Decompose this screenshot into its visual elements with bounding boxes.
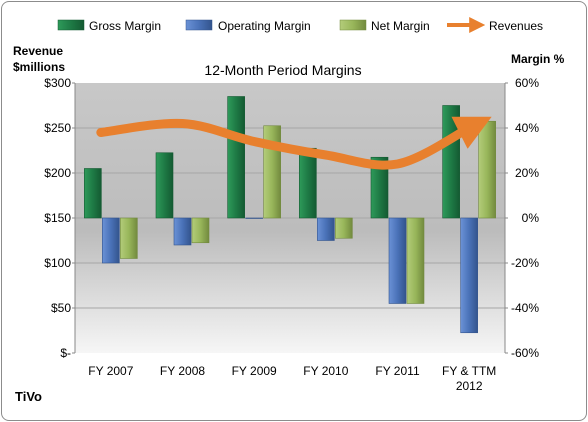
right-tick-label: 20% xyxy=(515,166,539,180)
category-label: FY 2010 xyxy=(303,364,348,378)
bar-operating xyxy=(245,217,263,219)
bar-operating xyxy=(317,217,335,241)
legend-label-gross: Gross Margin xyxy=(89,19,161,33)
right-tick-label: -60% xyxy=(511,346,539,360)
right-tick-label: 40% xyxy=(515,121,539,135)
bar-gross xyxy=(155,152,174,219)
legend: Gross Margin Operating Margin Net Margin… xyxy=(57,17,543,33)
left-tick-label: $200 xyxy=(44,166,71,180)
category-label-line2: 2012 xyxy=(456,379,483,393)
left-axis-title-line1: Revenue xyxy=(13,44,63,58)
right-axis-title: Margin % xyxy=(511,52,565,66)
bar-net xyxy=(191,217,210,244)
left-tick-label: $150 xyxy=(44,211,71,225)
legend-swatch-operating xyxy=(185,19,213,31)
legend-label-net: Net Margin xyxy=(371,19,430,33)
right-tick-label: 60% xyxy=(515,76,539,90)
bar-operating xyxy=(388,217,407,304)
bar-net xyxy=(335,217,353,239)
bar-operating xyxy=(460,217,478,334)
right-tick-label: 0% xyxy=(522,211,540,225)
bar-gross xyxy=(442,105,460,219)
category-label: FY 2008 xyxy=(160,364,205,378)
right-axis: -60% -40% -20% 0% 20% 40% 60% xyxy=(504,76,540,360)
revenue-line xyxy=(96,116,492,170)
legend-label-operating: Operating Margin xyxy=(218,19,311,33)
bar-gross xyxy=(227,96,245,219)
category-label: FY & TTM xyxy=(442,364,496,378)
gridlines xyxy=(75,127,505,309)
bar-net xyxy=(120,217,138,259)
bar-operating xyxy=(102,217,120,264)
left-axis: $- $50 $100 $150 $200 $250 $300 xyxy=(44,76,76,360)
chart-title: 12-Month Period Margins xyxy=(204,62,361,78)
bar-gross xyxy=(84,168,102,219)
category-label: FY 2007 xyxy=(88,364,133,378)
legend-item-operating: Operating Margin xyxy=(185,19,311,33)
left-tick-label: $50 xyxy=(51,301,71,315)
bar-net xyxy=(478,120,496,219)
bar-gross xyxy=(370,156,389,219)
legend-swatch-gross xyxy=(57,19,85,31)
bar-operating xyxy=(173,217,192,246)
legend-label-revenues: Revenues xyxy=(489,19,543,33)
revenue-series xyxy=(96,116,492,170)
right-tick-label: -40% xyxy=(511,301,539,315)
legend-swatch-net xyxy=(339,19,367,31)
left-axis-title-line2: $millions xyxy=(13,60,65,74)
company-label: TiVo xyxy=(15,389,42,404)
legend-item-revenues: Revenues xyxy=(447,17,543,33)
left-tick-label: $300 xyxy=(44,76,71,90)
right-tick-label: -20% xyxy=(511,256,539,270)
legend-item-gross: Gross Margin xyxy=(57,19,161,33)
left-tick-label: $250 xyxy=(44,121,71,135)
bar-gross xyxy=(299,147,317,219)
bar-net xyxy=(406,217,425,304)
category-label: FY 2009 xyxy=(232,364,277,378)
category-labels: FY 2007 FY 2008 FY 2009 FY 2010 FY 2011 FY & … xyxy=(88,364,496,393)
left-tick-label: $100 xyxy=(44,256,71,270)
legend-item-net: Net Margin xyxy=(339,19,430,33)
left-tick-label: $- xyxy=(60,346,71,360)
category-label: FY 2011 xyxy=(375,364,420,378)
